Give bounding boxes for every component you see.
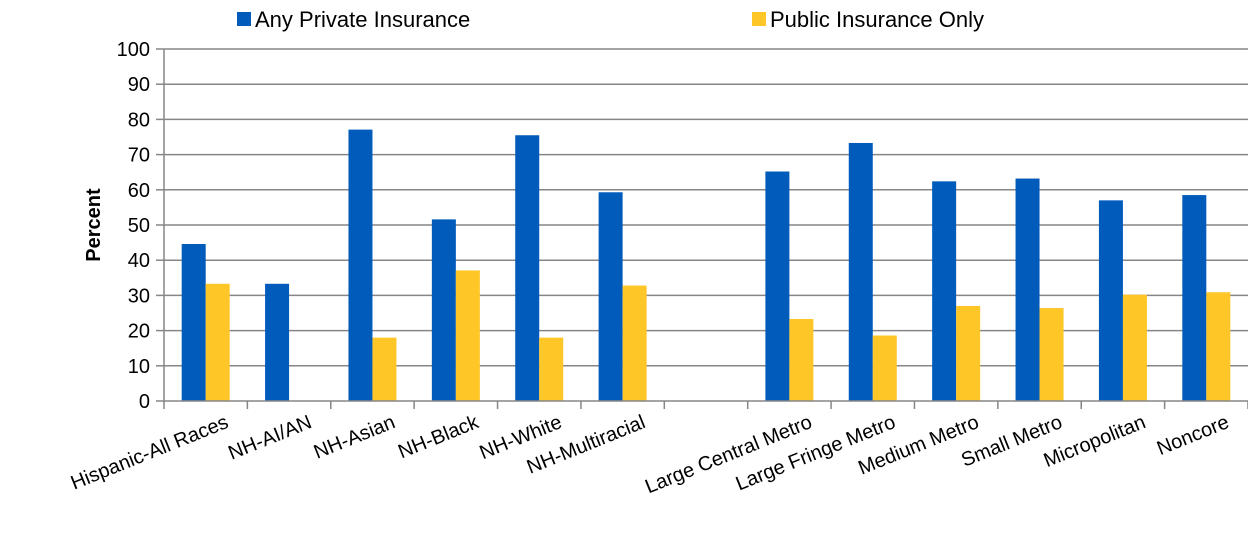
bar-public-2 [372,337,397,401]
category-labels: Hispanic-All RacesNH-AI/ANNH-AsianNH-Bla… [68,411,1232,498]
bar-private-7 [765,171,790,401]
bar-public-12 [1206,292,1231,401]
bar-public-9 [956,305,981,401]
bar-private-10 [1015,178,1040,401]
x-category-label: NH-AI/AN [225,411,315,464]
y-tick-label: 50 [128,215,150,237]
y-tick-label: 70 [128,145,150,167]
bar-public-10 [1039,308,1064,401]
x-category-label: Noncore [1154,411,1232,460]
bar-public-11 [1122,294,1147,401]
bar-private-12 [1182,195,1207,401]
legend-label-1: Public Insurance Only [770,7,984,32]
y-axis-title: Percent [83,188,105,262]
bar-private-3 [431,219,456,401]
bar-private-8 [848,142,873,401]
bar-public-7 [789,318,814,401]
gridlines [164,48,1248,367]
y-tick-label: 40 [128,250,150,272]
y-tick-label: 80 [128,109,150,131]
legend-label-0: Any Private Insurance [255,7,470,32]
y-tick-label: 100 [117,39,150,61]
y-tick-label: 0 [139,391,150,413]
bars [181,129,1231,402]
legend-swatch-0 [237,12,251,26]
y-tick-label: 10 [128,356,150,378]
legend-swatch-1 [752,12,766,26]
bar-private-0 [181,244,206,401]
bar-private-1 [265,283,290,401]
bar-private-11 [1098,200,1123,401]
bar-public-3 [455,270,480,401]
y-tick-label: 60 [128,180,150,202]
bar-private-2 [348,129,373,401]
bar-public-0 [205,283,230,401]
bar-private-4 [515,135,540,402]
bar-private-9 [932,181,957,401]
bar-private-5 [598,192,623,401]
x-category-label: Hispanic-All Races [68,411,232,494]
y-tick-label: 20 [128,321,150,343]
legend: Any Private Insurance Public Insurance On… [237,7,984,32]
x-category-label: NH-Black [395,411,482,463]
bar-public-4 [539,337,564,401]
y-tick-label: 30 [128,285,150,307]
y-tick-label: 90 [128,74,150,96]
bar-public-5 [622,285,647,401]
y-axis-ticks: 0 10 20 30 40 50 60 70 80 90 100 [117,39,164,413]
axes [163,49,1248,409]
x-category-label: NH-Asian [311,411,399,463]
bar-public-8 [872,335,897,401]
